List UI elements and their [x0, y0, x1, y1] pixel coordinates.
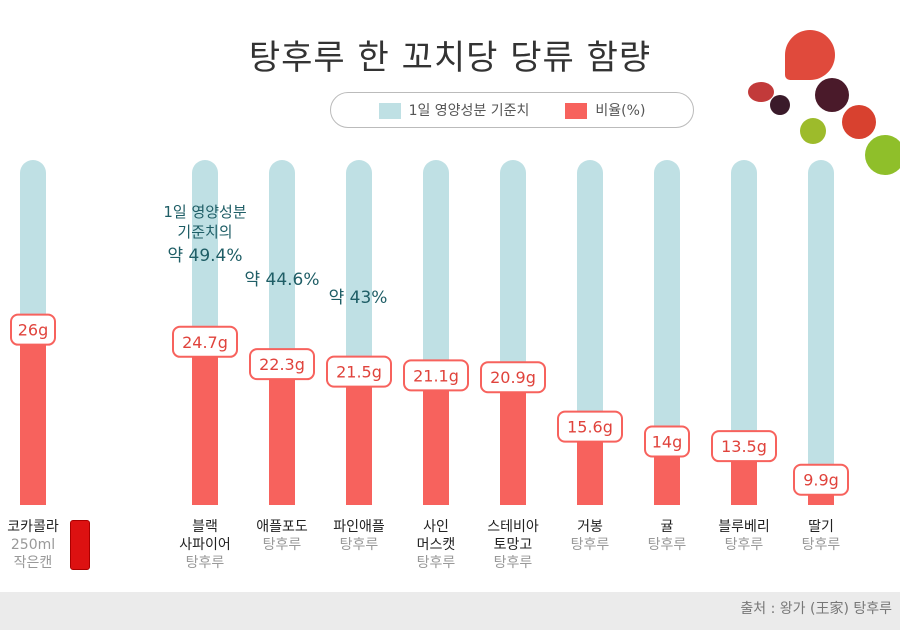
category-sub: 탕후루: [339, 537, 379, 553]
value-label-box: [403, 359, 469, 392]
value-bar: [346, 371, 372, 505]
value-label: 13.5g: [721, 437, 767, 456]
legend: 1일 영양성분 기준치 비율(%): [330, 92, 694, 128]
daily-bar: [731, 160, 757, 505]
category-name: 토망고: [493, 537, 533, 553]
category-name: 블루베리: [718, 519, 770, 535]
value-label: 26g: [18, 321, 49, 340]
chart: 26g 24.7g 22.3g 21.5g 21.1g 20.9g 15.6g 14g 13.5…: [10, 160, 849, 505]
value-label-box: [172, 325, 238, 358]
source-footer: 출처 : 왕가 (王家) 탕후루: [0, 592, 900, 630]
annotation-line: 기준치의: [177, 223, 233, 241]
annotation-line: 약 49.4%: [167, 246, 243, 266]
value-label: 20.9g: [490, 368, 536, 387]
category-sub: 탕후루: [647, 537, 687, 553]
category-sub: 탕후루: [493, 555, 533, 571]
value-label: 15.6g: [567, 418, 613, 437]
annotation-1: 1일 영양성분 기준치의 약 49.4%: [155, 202, 255, 266]
category-name: 거봉: [577, 519, 603, 535]
category-sub: 탕후루: [416, 555, 456, 571]
category-sub: 250ml: [10, 537, 56, 553]
value-label: 24.7g: [182, 333, 228, 352]
category-sub: 탕후루: [185, 555, 225, 571]
daily-bar: [654, 160, 680, 505]
value-label: 21.5g: [336, 363, 382, 382]
value-label: 9.9g: [803, 471, 839, 490]
legend-daily-label: 1일 영양성분 기준치: [408, 103, 530, 119]
category-name: 귤: [660, 519, 674, 535]
daily-bar: [808, 160, 834, 505]
value-label: 21.1g: [413, 366, 459, 385]
value-label-box: [10, 313, 56, 346]
legend-ratio: 비율(%): [565, 100, 645, 120]
category-sub: 탕후루: [801, 537, 841, 553]
annotation-2: 약 44.6%: [244, 270, 320, 290]
coca-cola-can-icon: [70, 520, 90, 570]
value-label-box: [711, 430, 777, 463]
category-sub: 탕후루: [262, 537, 302, 553]
category-name: 스테비아: [487, 519, 539, 535]
annotation-line: 1일 영양성분: [163, 203, 247, 221]
value-label-box: [644, 425, 690, 458]
value-label-box: [480, 361, 546, 394]
category-name: 파인애플: [333, 519, 385, 535]
annotation-3: 약 43%: [328, 288, 388, 308]
category-label: 코카콜라 250ml 작은캔: [0, 518, 78, 572]
category-name: 사인: [423, 519, 449, 535]
value-bar: [500, 377, 526, 505]
category-sub: 탕후루: [570, 537, 610, 553]
value-label: 14g: [652, 433, 683, 452]
value-bar: [20, 329, 46, 505]
category-sub: 탕후루: [724, 537, 764, 553]
value-label-box: [557, 410, 623, 443]
value-label-box: [326, 355, 392, 388]
value-bar: [423, 375, 449, 505]
legend-daily: 1일 영양성분 기준치: [378, 100, 530, 120]
value-label: 22.3g: [259, 355, 305, 374]
legend-ratio-label: 비율(%): [595, 103, 646, 119]
category-name: 사파이어: [179, 537, 231, 553]
chart-title: 탕후루 한 꼬치당 당류 함량: [248, 38, 652, 78]
category-name: 블랙: [192, 519, 218, 535]
category-sub: 작은캔: [13, 555, 53, 571]
category-name: 코카콜라: [7, 519, 59, 535]
category-name: 딸기: [808, 519, 834, 535]
value-bar: [192, 341, 218, 505]
category-name: 머스캣: [416, 537, 456, 553]
category-name: 애플포도: [256, 519, 308, 535]
value-label-box: [793, 463, 849, 496]
value-label-box: [249, 348, 315, 381]
value-bar: [269, 364, 295, 505]
